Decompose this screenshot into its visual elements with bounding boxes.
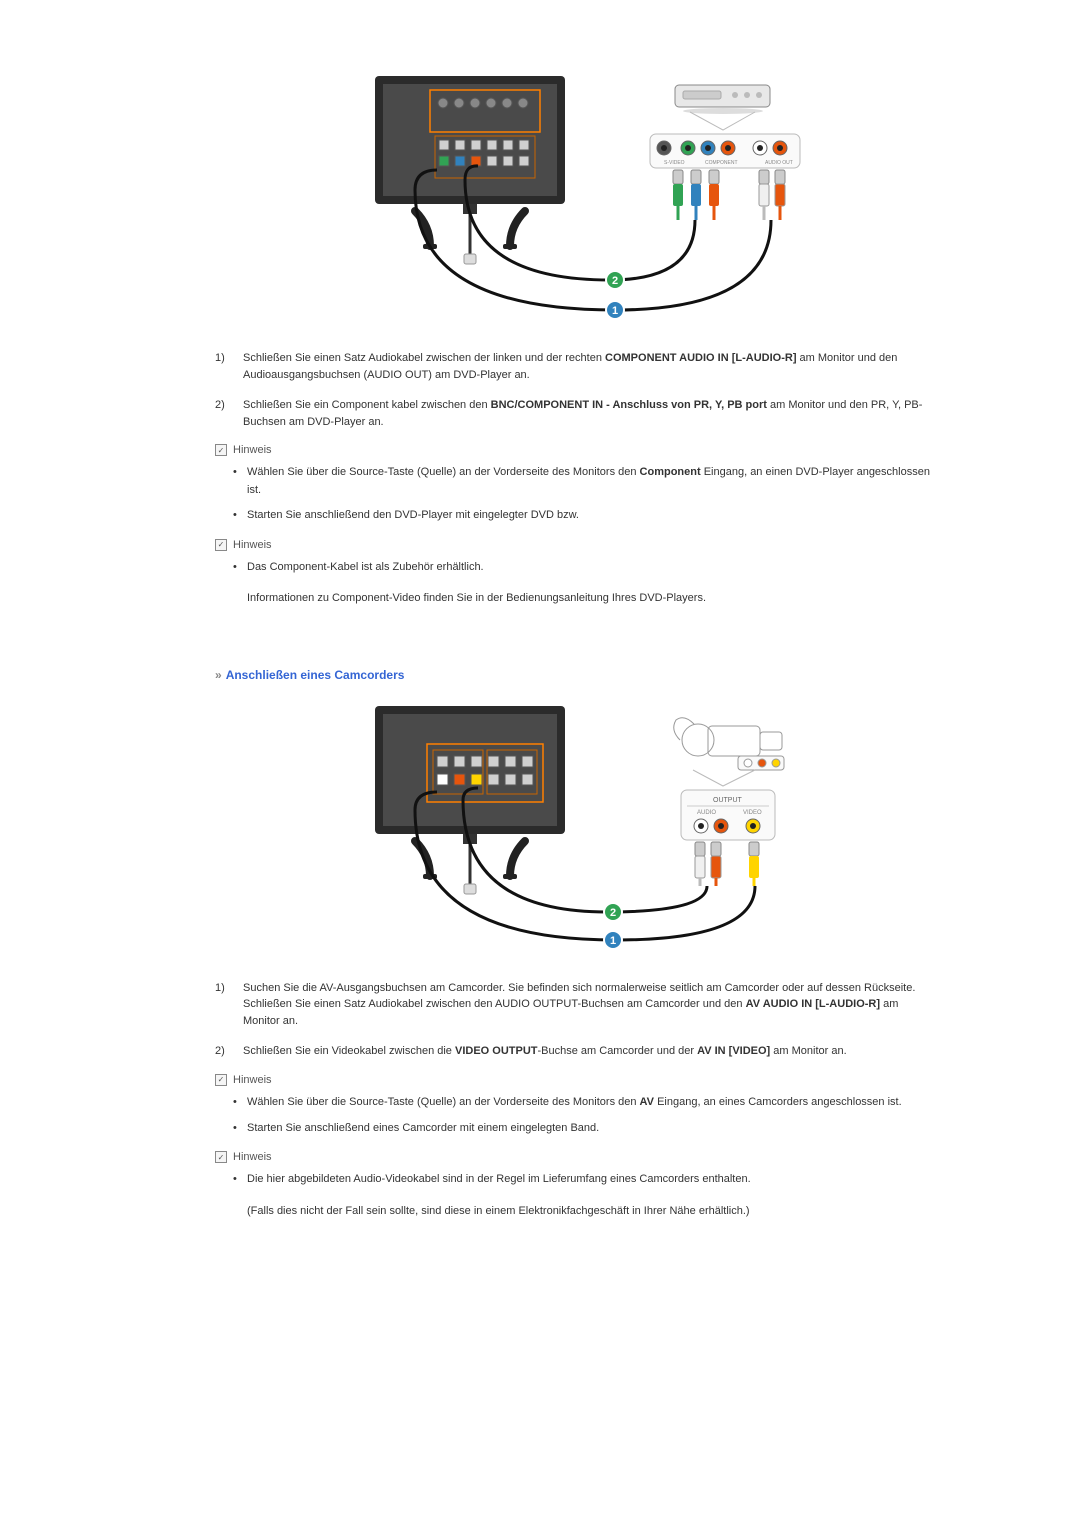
- bullet-item: •Wählen Sie über die Source-Taste (Quell…: [215, 1094, 935, 1112]
- diagram-dvd-svg: S-VIDEO COMPONENT AUDIO OUT: [345, 70, 805, 330]
- item-number: 1): [215, 350, 243, 383]
- svg-text:1: 1: [610, 935, 616, 947]
- bullet-dot: •: [233, 1171, 247, 1189]
- hinweis-check-icon: ✓: [215, 1151, 227, 1163]
- bullet-text: Starten Sie anschließend den DVD-Player …: [247, 507, 935, 525]
- bullet-dot: •: [233, 1120, 247, 1138]
- bullet-text: Wählen Sie über die Source-Taste (Quelle…: [247, 464, 935, 499]
- tail-line: (Falls dies nicht der Fall sein sollte, …: [215, 1203, 935, 1221]
- output-audio-label: AUDIO: [697, 810, 716, 816]
- bullet-item: •Die hier abgebildeten Audio-Videokabel …: [215, 1171, 935, 1189]
- item-text: Schließen Sie ein Videokabel zwischen di…: [243, 1043, 935, 1060]
- bullet-text: Wählen Sie über die Source-Taste (Quelle…: [247, 1094, 935, 1112]
- section-title-text: Anschließen eines Camcorders: [226, 668, 405, 682]
- bullet-text: Die hier abgebildeten Audio-Videokabel s…: [247, 1171, 935, 1189]
- item-number: 2): [215, 1043, 243, 1060]
- hinweis-3: ✓ Hinweis: [215, 1074, 935, 1086]
- section-title-camcorder: » Anschließen eines Camcorders: [215, 668, 935, 682]
- hinweis-check-icon: ✓: [215, 1074, 227, 1086]
- item-text: Suchen Sie die AV-Ausgangsbuchsen am Cam…: [243, 980, 935, 1030]
- output-title: OUTPUT: [713, 797, 743, 804]
- svg-text:2: 2: [612, 275, 618, 287]
- hinweis-check-icon: ✓: [215, 444, 227, 456]
- item-text: Schließen Sie einen Satz Audiokabel zwis…: [243, 350, 935, 383]
- svg-text:1: 1: [612, 305, 618, 317]
- hinweis-4: ✓ Hinweis: [215, 1151, 935, 1163]
- bullet-list-4: •Die hier abgebildeten Audio-Videokabel …: [215, 1171, 935, 1189]
- hinweis-3-label: Hinweis: [233, 1074, 272, 1086]
- numbered-item: 1)Suchen Sie die AV-Ausgangsbuchsen am C…: [215, 980, 935, 1030]
- bullet-item: •Wählen Sie über die Source-Taste (Quell…: [215, 464, 935, 499]
- info-line: Informationen zu Component-Video finden …: [215, 590, 935, 608]
- hinweis-check-icon: ✓: [215, 539, 227, 551]
- bullet-item: •Starten Sie anschließend den DVD-Player…: [215, 507, 935, 525]
- bullet-item: •Starten Sie anschließend eines Camcorde…: [215, 1120, 935, 1138]
- numbered-item: 1)Schließen Sie einen Satz Audiokabel zw…: [215, 350, 935, 383]
- numbered-list-1: 1)Schließen Sie einen Satz Audiokabel zw…: [215, 350, 935, 430]
- bullet-dot: •: [233, 559, 247, 577]
- hinweis-4-label: Hinweis: [233, 1151, 272, 1163]
- label-svideo: S-VIDEO: [664, 160, 685, 166]
- item-number: 1): [215, 980, 243, 1030]
- item-number: 2): [215, 397, 243, 430]
- bullet-item: •Das Component-Kabel ist als Zubehör erh…: [215, 559, 935, 577]
- page-content: S-VIDEO COMPONENT AUDIO OUT: [215, 70, 935, 1220]
- numbered-item: 2)Schließen Sie ein Component kabel zwis…: [215, 397, 935, 430]
- diagram-camcorder-connection: OUTPUT AUDIO VIDEO: [215, 700, 935, 960]
- label-audio: AUDIO OUT: [765, 160, 793, 166]
- hinweis-2-label: Hinweis: [233, 539, 272, 551]
- diagram-dvd-connection: S-VIDEO COMPONENT AUDIO OUT: [215, 70, 935, 330]
- hinweis-2: ✓ Hinweis: [215, 539, 935, 551]
- output-video-label: VIDEO: [743, 810, 762, 816]
- hinweis-1: ✓ Hinweis: [215, 444, 935, 456]
- numbered-item: 2)Schließen Sie ein Videokabel zwischen …: [215, 1043, 935, 1060]
- numbered-list-2: 1)Suchen Sie die AV-Ausgangsbuchsen am C…: [215, 980, 935, 1060]
- svg-text:2: 2: [610, 907, 616, 919]
- item-text: Schließen Sie ein Component kabel zwisch…: [243, 397, 935, 430]
- bullet-list-1: •Wählen Sie über die Source-Taste (Quell…: [215, 464, 935, 525]
- arrow-icon: »: [215, 668, 222, 682]
- bullet-text: Das Component-Kabel ist als Zubehör erhä…: [247, 559, 935, 577]
- bullet-dot: •: [233, 507, 247, 525]
- label-component: COMPONENT: [705, 160, 738, 166]
- bullet-text: Starten Sie anschließend eines Camcorder…: [247, 1120, 935, 1138]
- hinweis-1-label: Hinweis: [233, 444, 272, 456]
- bullet-dot: •: [233, 1094, 247, 1112]
- bullet-dot: •: [233, 464, 247, 499]
- diagram-camcorder-svg: OUTPUT AUDIO VIDEO: [345, 700, 805, 960]
- bullet-list-3: •Wählen Sie über die Source-Taste (Quell…: [215, 1094, 935, 1137]
- bullet-list-2: •Das Component-Kabel ist als Zubehör erh…: [215, 559, 935, 577]
